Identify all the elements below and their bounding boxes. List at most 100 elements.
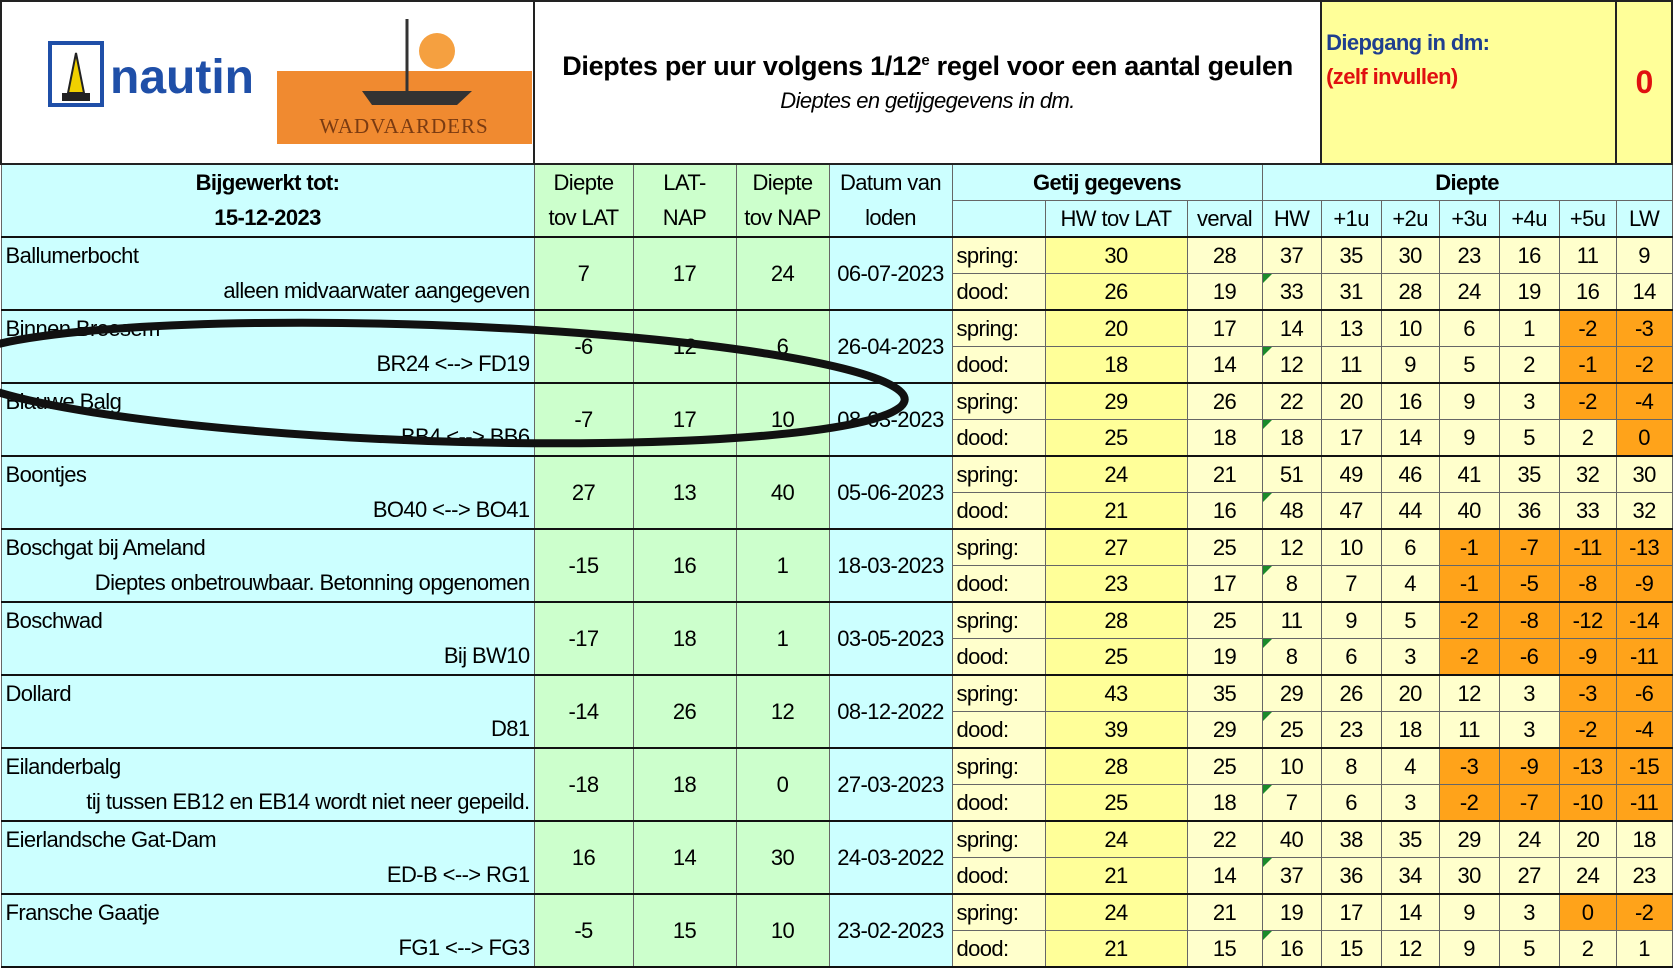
diepte-nap: 0 [736,748,829,821]
hw-lat: 24 [1045,821,1187,858]
depth: 24 [1559,858,1616,895]
depth: 8 [1321,748,1381,785]
row-name: Binnen Breesem [1,310,534,347]
depth: 47 [1321,493,1381,530]
col-header: LAT- [633,164,736,201]
depth: -2 [1439,602,1499,639]
depth: 23 [1321,712,1381,749]
col-header: 15-12-2023 [1,201,534,238]
tide-label: dood: [952,712,1045,749]
depth: 29 [1262,675,1321,712]
tide-label: spring: [952,310,1045,347]
depth: 17 [1321,894,1381,931]
logo-cell: nautin WADVAARDERS [1,1,534,164]
depth: 51 [1262,456,1321,493]
tide-label: dood: [952,274,1045,311]
depth: 20 [1321,383,1381,420]
hw-lat: 28 [1045,602,1187,639]
diepgang-value[interactable]: 0 [1616,1,1672,164]
hw-lat: 20 [1045,310,1187,347]
hw-lat: 28 [1045,748,1187,785]
depth: 10 [1262,748,1321,785]
datum: 03-05-2023 [829,602,952,675]
depth: -8 [1559,566,1616,603]
verval: 22 [1187,821,1262,858]
depth: 8 [1262,566,1321,603]
column-header-row: Bijgewerkt tot: Diepte LAT- Diepte Datum… [1,164,1672,201]
logo-text: nautin [110,51,254,104]
depth: 26 [1321,675,1381,712]
title-part: Dieptes per uur volgens 1/12 [562,51,921,81]
depth: -6 [1499,639,1559,676]
verval: 19 [1187,639,1262,676]
datum: 27-03-2023 [829,748,952,821]
depth: 2 [1499,347,1559,384]
tide-label: dood: [952,931,1045,968]
depth: 5 [1381,602,1439,639]
tide-label: dood: [952,639,1045,676]
tide-label: dood: [952,493,1045,530]
depth: 4 [1381,748,1439,785]
datum: 06-07-2023 [829,237,952,310]
diepte-nap: 40 [736,456,829,529]
depth: 16 [1381,383,1439,420]
depth: 32 [1616,493,1672,530]
depth: 27 [1499,858,1559,895]
depth: -2 [1616,347,1672,384]
col-header: tov LAT [534,201,633,238]
verval: 35 [1187,675,1262,712]
depth: -10 [1559,785,1616,822]
depth: 35 [1321,237,1381,274]
col-header: Datum van [829,164,952,201]
tide-label: spring: [952,237,1045,274]
diepte-lat: -7 [534,383,633,456]
depth: -2 [1559,310,1616,347]
tide-label: spring: [952,456,1045,493]
row-note: FG1 <--> FG3 [1,931,534,968]
depth: -13 [1616,529,1672,566]
col-header: +3u [1439,201,1499,238]
verval: 16 [1187,493,1262,530]
row-note: BB4 <--> BB6 [1,420,534,457]
depth: 6 [1381,529,1439,566]
verval: 18 [1187,420,1262,457]
depth: 30 [1439,858,1499,895]
verval: 21 [1187,894,1262,931]
depth: 9 [1439,383,1499,420]
col-header: +5u [1559,201,1616,238]
title: Dieptes per uur volgens 1/12e regel voor… [539,51,1316,82]
depth: -2 [1559,712,1616,749]
tide-label: spring: [952,529,1045,566]
verval: 14 [1187,347,1262,384]
depth: 33 [1262,274,1321,311]
row-name: Boontjes [1,456,534,493]
col-header: +4u [1499,201,1559,238]
title-part: regel voor een aantal geulen [929,51,1292,81]
col-header: NAP [633,201,736,238]
col-header: HW tov LAT [1045,201,1187,238]
diepte-lat: -18 [534,748,633,821]
col-header: loden [829,201,952,238]
lat-nap: 15 [633,894,736,967]
depth: 2 [1559,931,1616,968]
verval: 17 [1187,310,1262,347]
lat-nap: 13 [633,456,736,529]
depth: 2 [1559,420,1616,457]
row-name: Fransche Gaatje [1,894,534,931]
row-note: BO40 <--> BO41 [1,493,534,530]
col-header: HW [1262,201,1321,238]
depth: -11 [1616,785,1672,822]
depth: 6 [1321,785,1381,822]
depth: -2 [1439,639,1499,676]
lat-nap: 17 [633,383,736,456]
depth: -9 [1499,748,1559,785]
diepte-nap: 10 [736,383,829,456]
lat-nap: 26 [633,675,736,748]
verval: 15 [1187,931,1262,968]
lat-nap: 17 [633,237,736,310]
hw-lat: 21 [1045,931,1187,968]
depth: 30 [1381,237,1439,274]
